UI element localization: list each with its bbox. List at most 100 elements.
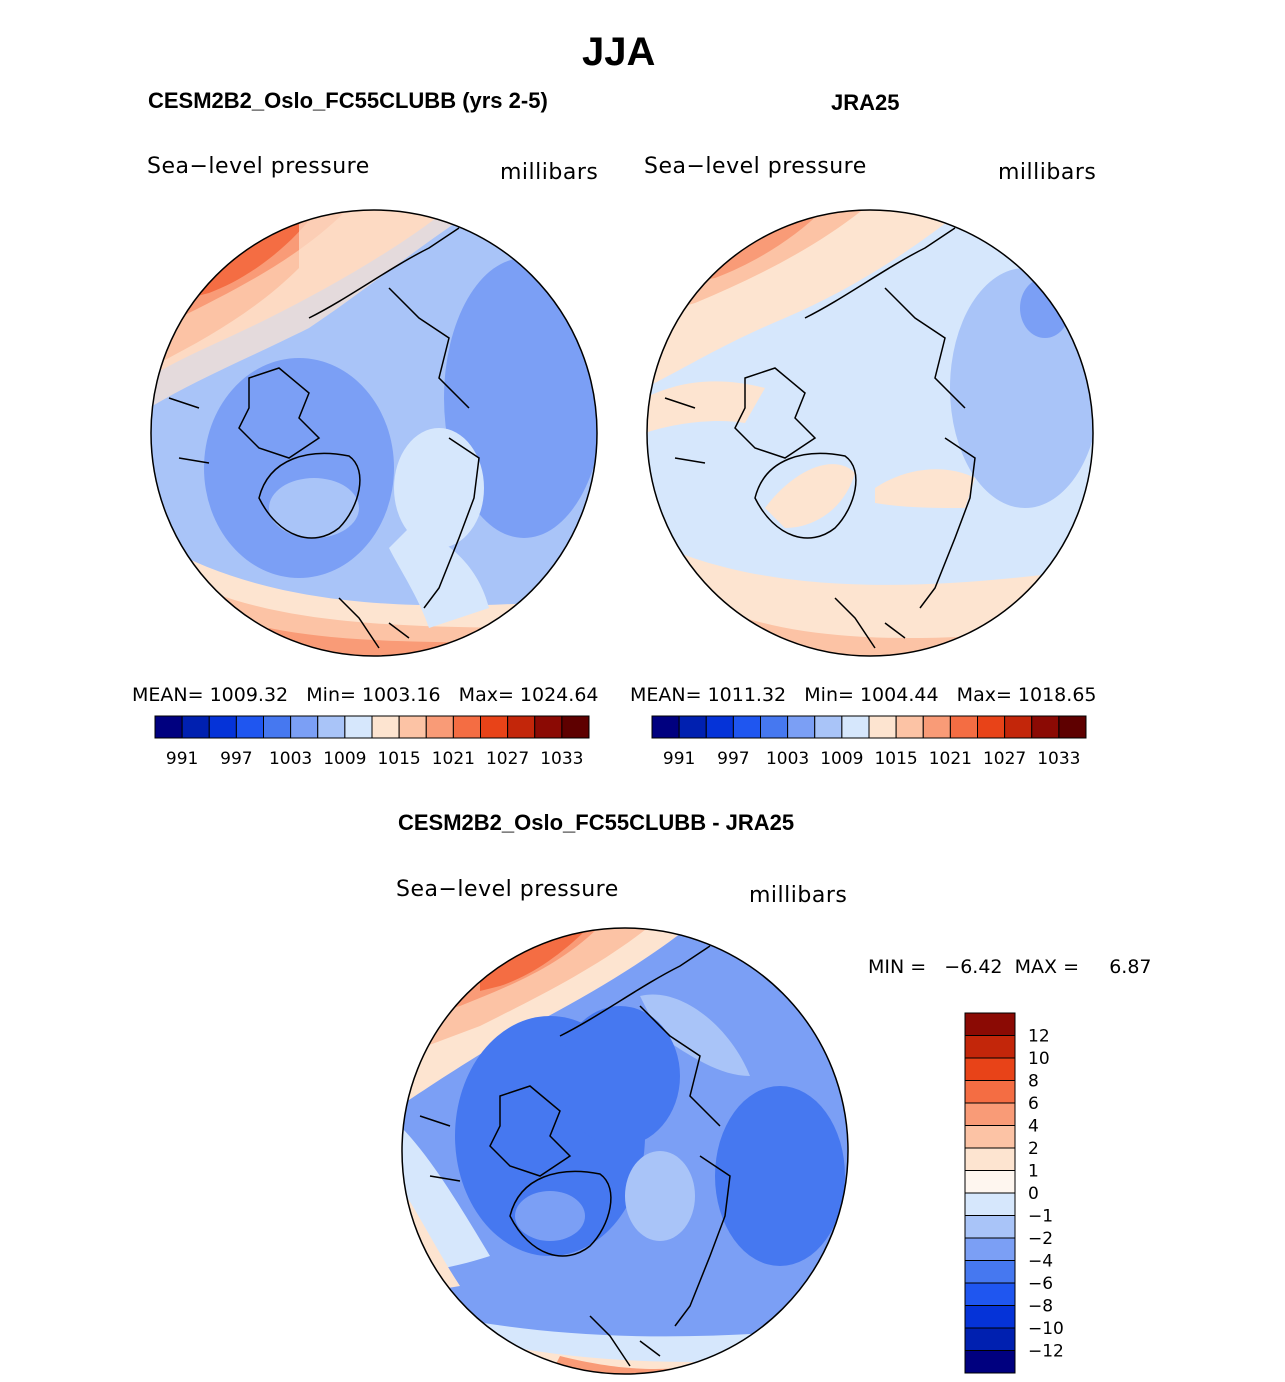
panel2-colorbar-swatch-3 <box>732 715 761 739</box>
panel3-colorbar-swatch-15 <box>964 1350 1016 1374</box>
panel2-colorbar-swatch-14 <box>1031 715 1060 739</box>
panel2-colorbar-tick-label: 1021 <box>929 749 972 769</box>
panel1-min: 1003.16 <box>361 684 441 706</box>
panel2-min-label: Min= <box>804 684 854 706</box>
panel2-colorbar-tick-label: 1027 <box>983 749 1026 769</box>
panel1-colorbar-swatch-1 <box>181 715 210 739</box>
panel3-colorbar-swatch-5 <box>964 1125 1016 1149</box>
panel1-max-label: Max= <box>458 684 514 706</box>
panel3-colorbar-tick-label: −2 <box>1028 1229 1053 1249</box>
panel1-colorbar-swatch-3 <box>235 715 264 739</box>
panel3-variable: Sea−level pressure <box>396 877 619 902</box>
panel2-colorbar-tick-label: 997 <box>717 749 749 769</box>
panel1-colorbar-tick-label: 997 <box>220 749 252 769</box>
panel1-colorbar-tick-label: 1033 <box>540 749 583 769</box>
panel3-colorbar-swatch-14 <box>964 1327 1016 1351</box>
panel1-colorbar-swatch-5 <box>290 715 319 739</box>
panel2-colorbar-swatch-12 <box>977 715 1006 739</box>
panel1-colorbar-tick-label: 1003 <box>269 749 312 769</box>
figure-title: JJA <box>582 30 656 74</box>
panel2-colorbar: 991 997 1003 1009 1015 1021 1027 1033 <box>651 715 1087 769</box>
panel2-colorbar-swatch-2 <box>705 715 734 739</box>
panel1-colorbar-swatch-11 <box>452 715 481 739</box>
panel1-colorbar-swatch-2 <box>208 715 237 739</box>
panel2-min: 1004.44 <box>859 684 939 706</box>
panel1-colorbar-tick-label: 1009 <box>323 749 366 769</box>
panel2-colorbar-swatch-15 <box>1058 715 1087 739</box>
panel3-title: CESM2B2_Oslo_FC55CLUBB - JRA25 <box>398 810 795 835</box>
panel3-colorbar-swatch-11 <box>964 1260 1016 1284</box>
panel1-colorbar-swatch-10 <box>425 715 454 739</box>
panel2-colorbar-tick-label: 1033 <box>1037 749 1080 769</box>
panel1-colorbar-swatch-12 <box>480 715 509 739</box>
panel1-stats: MEAN= 1009.32 Min= 1003.16 Max= 1024.64 <box>132 684 599 706</box>
panel2-colorbar-tick-label: 1015 <box>874 749 917 769</box>
panel1-map <box>150 209 598 657</box>
panel2-colorbar-swatch-5 <box>787 715 816 739</box>
panel1-colorbar-swatch-13 <box>507 715 536 739</box>
panel3-colorbar-swatch-9 <box>964 1215 1016 1239</box>
panel3-colorbar-tick-label: 8 <box>1028 1072 1039 1092</box>
panel2-title: JRA25 <box>831 90 900 115</box>
panel3-min: −6.42 <box>944 956 1003 978</box>
panel3-colorbar-tick-label: −1 <box>1028 1207 1053 1227</box>
panel3-colorbar-swatch-2 <box>964 1057 1016 1081</box>
panel2-colorbar-swatch-7 <box>841 715 870 739</box>
panel3-min-label: MIN = <box>868 956 927 978</box>
panel1-mean-label: MEAN= <box>132 684 204 706</box>
panel3-stats: MIN = −6.42 MAX = 6.87 <box>868 956 1152 978</box>
panel2-colorbar-swatch-13 <box>1004 715 1033 739</box>
panel3-colorbar-tick-label: 4 <box>1028 1117 1039 1137</box>
panel1-colorbar-swatch-15 <box>561 715 590 739</box>
panel2-colorbar-swatch-11 <box>949 715 978 739</box>
panel3-colorbar-tick-label: −12 <box>1028 1342 1064 1362</box>
panel1-title: CESM2B2_Oslo_FC55CLUBB (yrs 2-5) <box>148 88 548 113</box>
panel2-colorbar-tick-label: 1003 <box>766 749 809 769</box>
panel3-colorbar-swatch-13 <box>964 1305 1016 1329</box>
panel3-units: millibars <box>749 883 848 908</box>
panel3-colorbar-swatch-8 <box>964 1192 1016 1216</box>
panel1-colorbar-tick-label: 1027 <box>486 749 529 769</box>
panel3-colorbar-tick-label: 2 <box>1028 1139 1039 1159</box>
panel1-variable: Sea−level pressure <box>147 154 370 179</box>
panel2-max-label: Max= <box>956 684 1012 706</box>
panel1-mean: 1009.32 <box>209 684 289 706</box>
panel3-colorbar-swatch-6 <box>964 1147 1016 1171</box>
panel2-colorbar-tick-label: 991 <box>663 749 695 769</box>
panel2-units: millibars <box>998 160 1097 185</box>
panel1-max: 1024.64 <box>519 684 599 706</box>
panel3-colorbar-tick-label: 0 <box>1028 1184 1039 1204</box>
panel3-max-label: MAX = <box>1014 956 1079 978</box>
panel1-colorbar-tick-label: 1021 <box>432 749 475 769</box>
panel1-colorbar-swatch-7 <box>344 715 373 739</box>
panel3-colorbar-tick-label: 12 <box>1028 1027 1050 1047</box>
panel2-colorbar-swatch-4 <box>760 715 789 739</box>
panel3-colorbar-tick-label: 1 <box>1028 1162 1039 1182</box>
panel3-colorbar-tick-label: −4 <box>1028 1252 1053 1272</box>
panel2-colorbar-swatch-9 <box>895 715 924 739</box>
panel2-colorbar-swatch-10 <box>922 715 951 739</box>
panel2-variable: Sea−level pressure <box>644 154 867 179</box>
panel3-colorbar-swatch-4 <box>964 1102 1016 1126</box>
panel3-colorbar-swatch-12 <box>964 1282 1016 1306</box>
panel1-units: millibars <box>500 160 599 185</box>
panel2-colorbar-swatch-0 <box>651 715 680 739</box>
panel2-mean: 1011.32 <box>707 684 787 706</box>
panel3-colorbar-tick-label: 6 <box>1028 1094 1039 1114</box>
panel1-colorbar-swatch-0 <box>154 715 183 739</box>
panel2-colorbar-swatch-6 <box>814 715 843 739</box>
panel3-colorbar-tick-label: −6 <box>1028 1274 1053 1294</box>
panel3-colorbar-swatch-7 <box>964 1170 1016 1194</box>
panel3-max: 6.87 <box>1109 956 1152 978</box>
panel1-colorbar-tick-label: 991 <box>166 749 198 769</box>
panel2-stats: MEAN= 1011.32 Min= 1004.44 Max= 1018.65 <box>630 684 1097 706</box>
panel3-colorbar-swatch-10 <box>964 1237 1016 1261</box>
panel1-colorbar: 991 997 1003 1009 1015 1021 1027 1033 <box>154 715 590 769</box>
panel3-colorbar-tick-label: 10 <box>1028 1049 1050 1069</box>
panel2-max: 1018.65 <box>1017 684 1097 706</box>
panel3-map <box>401 927 849 1375</box>
panel2-map <box>646 209 1094 657</box>
panel2-colorbar-swatch-1 <box>678 715 707 739</box>
panel1-colorbar-swatch-8 <box>371 715 400 739</box>
